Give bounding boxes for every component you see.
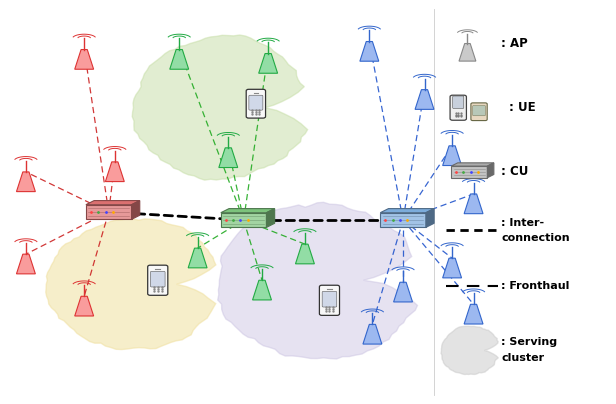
Polygon shape: [17, 172, 35, 191]
Polygon shape: [221, 213, 267, 227]
Polygon shape: [451, 166, 487, 178]
FancyBboxPatch shape: [471, 103, 487, 120]
Polygon shape: [17, 254, 35, 274]
FancyBboxPatch shape: [472, 105, 485, 116]
Polygon shape: [132, 35, 307, 180]
Polygon shape: [464, 304, 483, 324]
Polygon shape: [415, 90, 434, 109]
FancyBboxPatch shape: [450, 95, 466, 120]
Polygon shape: [259, 54, 278, 73]
Polygon shape: [464, 194, 483, 214]
Polygon shape: [253, 280, 272, 300]
Text: cluster: cluster: [501, 354, 545, 364]
Polygon shape: [394, 282, 413, 302]
Polygon shape: [487, 163, 494, 178]
Polygon shape: [86, 205, 131, 219]
Text: : Inter-: : Inter-: [501, 218, 545, 228]
Polygon shape: [75, 50, 94, 69]
Polygon shape: [459, 44, 476, 61]
Polygon shape: [451, 163, 494, 166]
Polygon shape: [131, 200, 140, 219]
Text: : UE: : UE: [509, 101, 535, 114]
Polygon shape: [219, 148, 238, 168]
FancyBboxPatch shape: [148, 265, 168, 295]
Polygon shape: [105, 162, 124, 181]
Text: : Serving: : Serving: [501, 337, 557, 347]
Text: connection: connection: [501, 233, 570, 243]
FancyBboxPatch shape: [453, 96, 464, 109]
Polygon shape: [441, 326, 498, 375]
Text: : AP: : AP: [501, 37, 528, 50]
FancyBboxPatch shape: [249, 95, 263, 110]
Polygon shape: [443, 258, 461, 278]
FancyBboxPatch shape: [246, 89, 265, 118]
Polygon shape: [380, 208, 434, 213]
Polygon shape: [86, 200, 140, 205]
Text: : CU: : CU: [501, 165, 529, 179]
Polygon shape: [75, 296, 94, 316]
Polygon shape: [267, 208, 275, 227]
Polygon shape: [46, 219, 216, 349]
Polygon shape: [360, 42, 379, 61]
Polygon shape: [188, 248, 207, 268]
Text: : Fronthaul: : Fronthaul: [501, 281, 570, 291]
Polygon shape: [380, 213, 426, 227]
Polygon shape: [443, 146, 461, 166]
FancyBboxPatch shape: [150, 271, 165, 287]
FancyBboxPatch shape: [322, 291, 337, 307]
Polygon shape: [217, 202, 418, 359]
Polygon shape: [363, 324, 382, 344]
Polygon shape: [221, 208, 275, 213]
Polygon shape: [296, 244, 314, 264]
FancyBboxPatch shape: [320, 285, 339, 316]
Polygon shape: [170, 50, 188, 69]
Polygon shape: [426, 208, 434, 227]
